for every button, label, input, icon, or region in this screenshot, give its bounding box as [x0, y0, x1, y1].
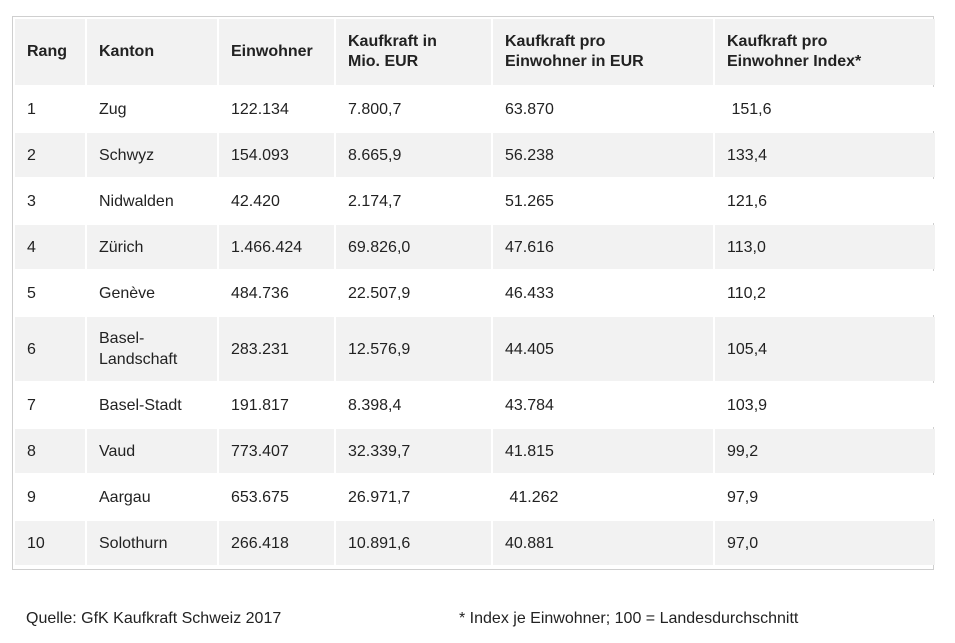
cell-rang: 7	[15, 383, 85, 427]
cell-index: 113,0	[715, 225, 935, 269]
cell-rang: 6	[15, 317, 85, 381]
cell-einwohner: 266.418	[219, 521, 334, 565]
table-row: 5 Genève 484.736 22.507,9 46.433 110,2	[15, 271, 935, 315]
cell-rang: 1	[15, 87, 85, 131]
cell-kaufkraft-mio: 8.665,9	[336, 133, 491, 177]
cell-kaufkraft-mio: 2.174,7	[336, 179, 491, 223]
cell-pro-einwohner: 41.815	[493, 429, 713, 473]
cell-kaufkraft-mio: 12.576,9	[336, 317, 491, 381]
cell-index: 103,9	[715, 383, 935, 427]
table-row: 9 Aargau 653.675 26.971,7 41.262 97,9	[15, 475, 935, 519]
cell-kanton: Basel-Stadt	[87, 383, 217, 427]
table-row: 6 Basel- Landschaft 283.231 12.576,9 44.4…	[15, 317, 935, 381]
cell-index: 97,9	[715, 475, 935, 519]
table-row: 2 Schwyz 154.093 8.665,9 56.238 133,4	[15, 133, 935, 177]
cell-rang: 9	[15, 475, 85, 519]
cell-kanton: Aargau	[87, 475, 217, 519]
cell-pro-einwohner: 56.238	[493, 133, 713, 177]
cell-rang: 4	[15, 225, 85, 269]
table-row: 1 Zug 122.134 7.800,7 63.870 151,6	[15, 87, 935, 131]
cell-kanton: Nidwalden	[87, 179, 217, 223]
cell-index: 105,4	[715, 317, 935, 381]
cell-pro-einwohner: 40.881	[493, 521, 713, 565]
cell-einwohner: 42.420	[219, 179, 334, 223]
index-footnote: * Index je Einwohner; 100 = Landesdurchs…	[459, 610, 799, 627]
cell-pro-einwohner: 51.265	[493, 179, 713, 223]
cell-kaufkraft-mio: 10.891,6	[336, 521, 491, 565]
cell-kaufkraft-mio: 8.398,4	[336, 383, 491, 427]
cell-einwohner: 1.466.424	[219, 225, 334, 269]
cell-rang: 3	[15, 179, 85, 223]
cell-einwohner: 653.675	[219, 475, 334, 519]
cell-pro-einwohner: 43.784	[493, 383, 713, 427]
cell-rang: 2	[15, 133, 85, 177]
cell-einwohner: 122.134	[219, 87, 334, 131]
cell-kaufkraft-mio: 7.800,7	[336, 87, 491, 131]
header-rang: Rang	[15, 19, 85, 85]
cell-pro-einwohner: 46.433	[493, 271, 713, 315]
cell-pro-einwohner: 63.870	[493, 87, 713, 131]
cell-index: 133,4	[715, 133, 935, 177]
table-row: 7 Basel-Stadt 191.817 8.398,4 43.784 103…	[15, 383, 935, 427]
cell-kanton: Zug	[87, 87, 217, 131]
cell-pro-einwohner: 47.616	[493, 225, 713, 269]
source-note: Quelle: GfK Kaufkraft Schweiz 2017	[26, 610, 282, 627]
table-row: 8 Vaud 773.407 32.339,7 41.815 99,2	[15, 429, 935, 473]
purchasing-power-table-frame: Rang Kanton Einwohner Kaufkraft in Mio. E…	[12, 16, 937, 570]
cell-pro-einwohner: 44.405	[493, 317, 713, 381]
cell-kaufkraft-mio: 22.507,9	[336, 271, 491, 315]
header-kanton: Kanton	[87, 19, 217, 85]
table-row: 4 Zürich 1.466.424 69.826,0 47.616 113,0	[15, 225, 935, 269]
cell-rang: 8	[15, 429, 85, 473]
header-kaufkraft-index: Kaufkraft pro Einwohner Index*	[715, 19, 935, 85]
header-kaufkraft-mio: Kaufkraft in Mio. EUR	[336, 19, 491, 85]
table-row: 10 Solothurn 266.418 10.891,6 40.881 97,…	[15, 521, 935, 565]
cell-kanton: Zürich	[87, 225, 217, 269]
header-einwohner: Einwohner	[219, 19, 334, 85]
cell-kanton: Genève	[87, 271, 217, 315]
cell-kaufkraft-mio: 32.339,7	[336, 429, 491, 473]
cell-pro-einwohner: 41.262	[493, 475, 713, 519]
cell-index: 121,6	[715, 179, 935, 223]
purchasing-power-table: Rang Kanton Einwohner Kaufkraft in Mio. E…	[13, 17, 937, 567]
cell-index: 97,0	[715, 521, 935, 565]
cell-index: 110,2	[715, 271, 935, 315]
cell-einwohner: 773.407	[219, 429, 334, 473]
cell-kanton: Basel- Landschaft	[87, 317, 217, 381]
table-header-row: Rang Kanton Einwohner Kaufkraft in Mio. E…	[15, 19, 935, 85]
cell-kanton: Solothurn	[87, 521, 217, 565]
cell-kaufkraft-mio: 69.826,0	[336, 225, 491, 269]
cell-einwohner: 484.736	[219, 271, 334, 315]
cell-index: 151,6	[715, 87, 935, 131]
cell-rang: 5	[15, 271, 85, 315]
table-row: 3 Nidwalden 42.420 2.174,7 51.265 121,6	[15, 179, 935, 223]
cell-einwohner: 283.231	[219, 317, 334, 381]
cell-einwohner: 191.817	[219, 383, 334, 427]
cell-rang: 10	[15, 521, 85, 565]
cell-kaufkraft-mio: 26.971,7	[336, 475, 491, 519]
cell-kanton: Schwyz	[87, 133, 217, 177]
cell-kanton: Vaud	[87, 429, 217, 473]
cell-einwohner: 154.093	[219, 133, 334, 177]
header-kaufkraft-pro-einwohner: Kaufkraft pro Einwohner in EUR	[493, 19, 713, 85]
cell-index: 99,2	[715, 429, 935, 473]
